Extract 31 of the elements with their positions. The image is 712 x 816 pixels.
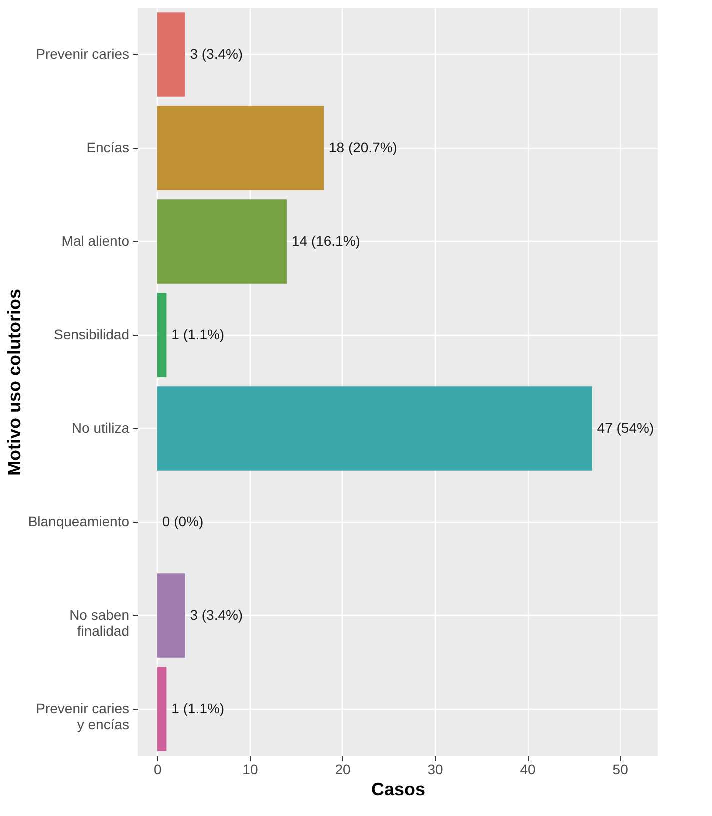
x-tick-label: 0 bbox=[154, 762, 162, 778]
x-tick-label: 30 bbox=[428, 762, 444, 778]
bar bbox=[157, 574, 186, 658]
y-tick-label: Mal aliento bbox=[62, 232, 130, 249]
bar bbox=[157, 106, 324, 190]
data-label: 0 (0%) bbox=[162, 513, 204, 530]
bar bbox=[157, 200, 287, 284]
y-tick-label: Sensibilidad bbox=[54, 326, 130, 342]
data-label: 14 (16.1%) bbox=[292, 232, 360, 249]
y-tick-label: Encías bbox=[86, 139, 130, 156]
data-label: 3 (3.4%) bbox=[190, 606, 244, 623]
data-label: 18 (20.7%) bbox=[328, 139, 398, 156]
y-tick-label: Prevenir caries bbox=[36, 46, 130, 62]
x-tick-label: 40 bbox=[520, 762, 536, 778]
bar bbox=[157, 12, 186, 97]
x-tick-label: 10 bbox=[242, 762, 258, 778]
data-label: 1 (1.1%) bbox=[172, 326, 225, 342]
x-axis-title: Casos bbox=[371, 780, 426, 800]
data-label: 47 (54%) bbox=[597, 420, 654, 436]
bar bbox=[157, 667, 167, 752]
bar bbox=[157, 293, 167, 378]
y-tick-label: No utiliza bbox=[72, 420, 130, 436]
y-tick-label: Blanqueamiento bbox=[28, 513, 130, 530]
y-tick-label: Prevenir caries y encías bbox=[36, 700, 130, 732]
data-label: 3 (3.4%) bbox=[190, 46, 244, 62]
y-tick-label: No saben finalidad bbox=[70, 606, 130, 639]
x-tick-label: 20 bbox=[335, 762, 351, 778]
x-tick-label: 50 bbox=[612, 762, 629, 778]
data-label: 1 (1.1%) bbox=[172, 700, 225, 716]
y-axis-title: Motivo uso colutorios bbox=[4, 289, 24, 476]
bar bbox=[157, 386, 592, 471]
